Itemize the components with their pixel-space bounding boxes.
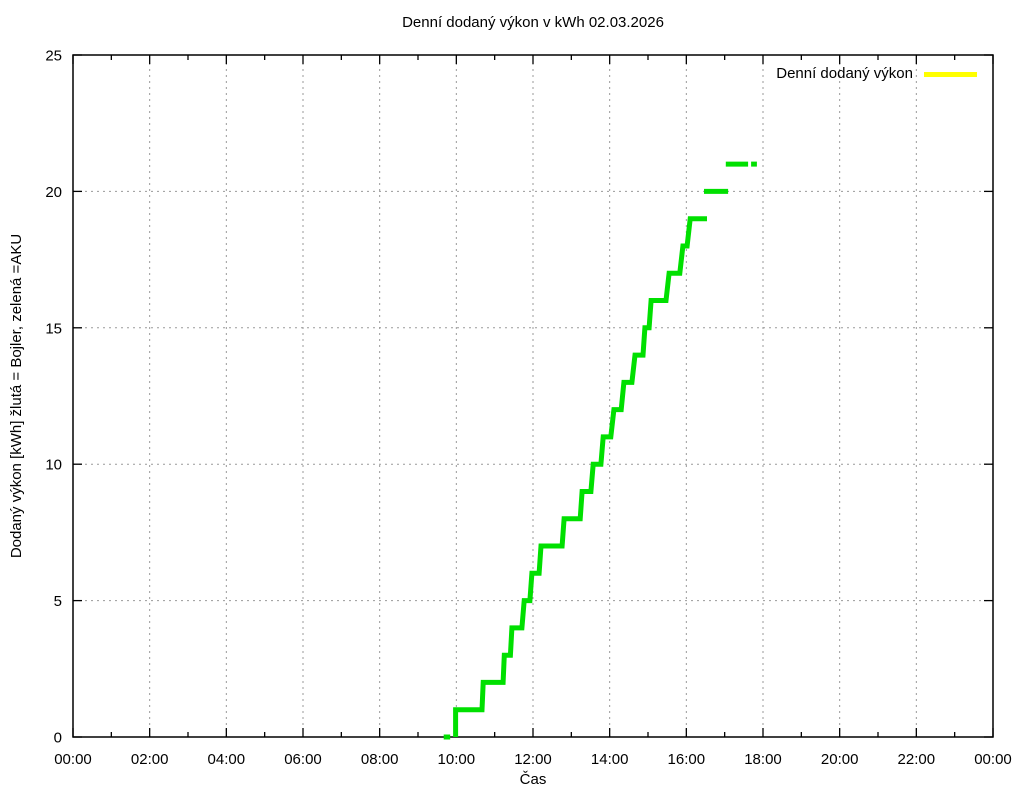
plot-border — [72, 54, 994, 738]
chart-title: Denní dodaný výkon v kWh 02.03.2026 — [402, 14, 664, 31]
y-tick-label: 20 — [45, 184, 62, 201]
x-tick-label: 20:00 — [821, 751, 859, 768]
x-tick-label: 18:00 — [744, 751, 782, 768]
x-tick-label: 22:00 — [898, 751, 936, 768]
x-tick-label: 06:00 — [284, 751, 322, 768]
legend: Denní dodaný výkon — [776, 64, 977, 84]
legend-line-sample — [924, 71, 977, 77]
x-axis-label: Čas — [519, 771, 547, 788]
y-tick-label: 15 — [45, 320, 62, 337]
y-tick-label: 25 — [45, 48, 62, 65]
y-tick-label: 0 — [54, 730, 62, 747]
x-tick-label: 00:00 — [54, 751, 92, 768]
x-tick-label: 04:00 — [208, 751, 246, 768]
x-tick-label: 14:00 — [591, 751, 629, 768]
y-tick-label: 10 — [45, 457, 62, 474]
x-tick-label: 02:00 — [131, 751, 169, 768]
series-segment — [453, 216, 707, 737]
x-tick-label: 00:00 — [974, 751, 1012, 768]
x-tick-label: 12:00 — [514, 751, 552, 768]
y-tick-label: 5 — [54, 593, 62, 610]
x-tick-label: 08:00 — [361, 751, 399, 768]
x-tick-label: 10:00 — [438, 751, 476, 768]
x-tick-label: 16:00 — [668, 751, 706, 768]
legend-label: Denní dodaný výkon — [776, 65, 913, 82]
